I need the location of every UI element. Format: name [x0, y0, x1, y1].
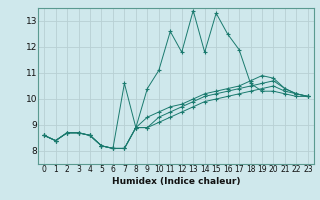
X-axis label: Humidex (Indice chaleur): Humidex (Indice chaleur): [112, 177, 240, 186]
